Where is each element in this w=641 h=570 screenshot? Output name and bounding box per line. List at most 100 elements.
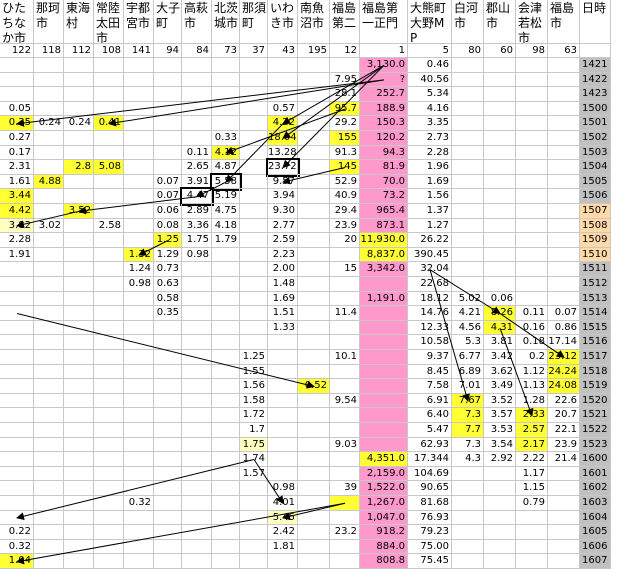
table-cell[interactable]: 1.75 (182, 233, 212, 248)
table-cell[interactable] (240, 87, 268, 102)
table-cell[interactable]: 3.52 (64, 204, 94, 219)
table-cell[interactable] (268, 452, 298, 467)
table-cell[interactable] (212, 539, 240, 555)
table-cell[interactable]: 3,342.0 (360, 262, 408, 277)
table-cell[interactable] (548, 481, 580, 496)
table-cell[interactable] (94, 423, 124, 438)
table-cell[interactable]: 7.01 (452, 379, 484, 394)
table-cell[interactable] (94, 262, 124, 277)
table-cell[interactable] (34, 72, 64, 88)
table-cell[interactable] (240, 320, 268, 336)
table-cell[interactable] (484, 204, 516, 219)
table-cell[interactable] (268, 87, 298, 102)
table-cell[interactable] (182, 72, 212, 88)
table-cell[interactable]: 22.68 (408, 277, 452, 292)
table-cell[interactable] (240, 174, 268, 190)
table-cell[interactable] (34, 247, 64, 263)
table-cell[interactable] (484, 510, 516, 526)
table-cell[interactable]: 1.15 (516, 481, 548, 496)
table-cell[interactable] (452, 262, 484, 277)
table-cell[interactable] (330, 58, 360, 73)
table-cell[interactable]: 9.57 (268, 174, 298, 190)
table-cell[interactable] (548, 496, 580, 511)
table-cell[interactable] (452, 58, 484, 73)
table-cell[interactable]: 7.3 (452, 437, 484, 453)
table-cell[interactable]: 3.94 (268, 189, 298, 204)
table-cell[interactable]: 2.28 (408, 145, 452, 161)
table-cell[interactable] (516, 510, 548, 526)
table-cell[interactable]: 6.91 (408, 393, 452, 409)
table-cell[interactable] (212, 393, 240, 409)
table-cell[interactable]: 884.0 (360, 539, 408, 555)
table-cell[interactable] (64, 320, 94, 336)
table-cell[interactable] (516, 87, 548, 102)
table-cell[interactable] (154, 335, 182, 350)
table-cell[interactable] (212, 116, 240, 131)
table-cell[interactable]: 0.35 (0, 116, 34, 131)
table-cell[interactable] (484, 131, 516, 146)
table-cell[interactable] (0, 262, 34, 277)
table-cell[interactable] (212, 364, 240, 380)
table-cell[interactable] (0, 291, 34, 307)
table-cell[interactable] (516, 262, 548, 277)
table-cell[interactable]: 81.68 (408, 496, 452, 511)
table-cell[interactable] (182, 379, 212, 394)
population-cell[interactable]: 98 (516, 44, 548, 58)
table-cell[interactable] (484, 189, 516, 204)
table-cell[interactable]: 2.33 (516, 408, 548, 423)
table-cell[interactable] (298, 335, 330, 350)
table-cell[interactable] (124, 408, 154, 423)
table-cell[interactable] (484, 72, 516, 88)
table-cell[interactable]: 11,930.0 (360, 233, 408, 248)
table-cell[interactable] (240, 525, 268, 540)
table-cell[interactable]: 0.22 (0, 525, 34, 540)
table-cell[interactable] (452, 277, 484, 292)
table-cell[interactable] (516, 233, 548, 248)
table-cell[interactable] (34, 481, 64, 496)
time-cell[interactable]: 1423 (580, 87, 611, 102)
time-cell[interactable]: 1514 (580, 306, 611, 321)
table-cell[interactable] (298, 393, 330, 409)
table-cell[interactable]: 7.7 (452, 423, 484, 438)
table-cell[interactable]: 17.344 (408, 452, 452, 467)
table-cell[interactable]: 1,191.0 (360, 291, 408, 307)
table-cell[interactable] (298, 320, 330, 336)
column-header[interactable]: いわき市 (268, 0, 298, 44)
table-cell[interactable] (0, 379, 34, 394)
table-cell[interactable]: 1.51 (268, 306, 298, 321)
table-cell[interactable] (34, 350, 64, 365)
table-cell[interactable] (240, 306, 268, 321)
table-cell[interactable] (484, 277, 516, 292)
table-cell[interactable] (516, 131, 548, 146)
table-cell[interactable] (548, 145, 580, 161)
table-cell[interactable] (0, 466, 34, 482)
table-cell[interactable] (34, 466, 64, 482)
table-cell[interactable] (94, 58, 124, 73)
table-cell[interactable] (330, 452, 360, 467)
table-cell[interactable]: 5.08 (94, 160, 124, 175)
table-cell[interactable] (298, 72, 330, 88)
table-cell[interactable]: 18.12 (408, 291, 452, 307)
time-cell[interactable]: 1520 (580, 393, 611, 409)
table-cell[interactable] (34, 262, 64, 277)
table-cell[interactable] (484, 58, 516, 73)
population-cell[interactable]: 108 (94, 44, 124, 58)
table-cell[interactable] (124, 160, 154, 175)
table-cell[interactable]: 28.1 (330, 87, 360, 102)
table-cell[interactable]: 3.35 (408, 116, 452, 131)
table-cell[interactable] (212, 379, 240, 394)
table-cell[interactable] (484, 145, 516, 161)
table-cell[interactable] (64, 408, 94, 423)
table-cell[interactable] (124, 291, 154, 307)
table-cell[interactable] (182, 525, 212, 540)
table-cell[interactable] (240, 101, 268, 117)
table-cell[interactable]: 1.12 (516, 364, 548, 380)
population-cell[interactable]: 5 (408, 44, 452, 58)
table-cell[interactable]: 0.86 (548, 320, 580, 336)
table-cell[interactable]: 0.24 (64, 116, 94, 131)
table-cell[interactable] (484, 525, 516, 540)
table-cell[interactable] (298, 481, 330, 496)
table-cell[interactable] (64, 466, 94, 482)
table-cell[interactable] (64, 393, 94, 409)
table-cell[interactable]: 24.24 (548, 364, 580, 380)
